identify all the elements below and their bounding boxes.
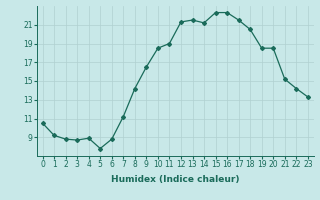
X-axis label: Humidex (Indice chaleur): Humidex (Indice chaleur) (111, 175, 239, 184)
